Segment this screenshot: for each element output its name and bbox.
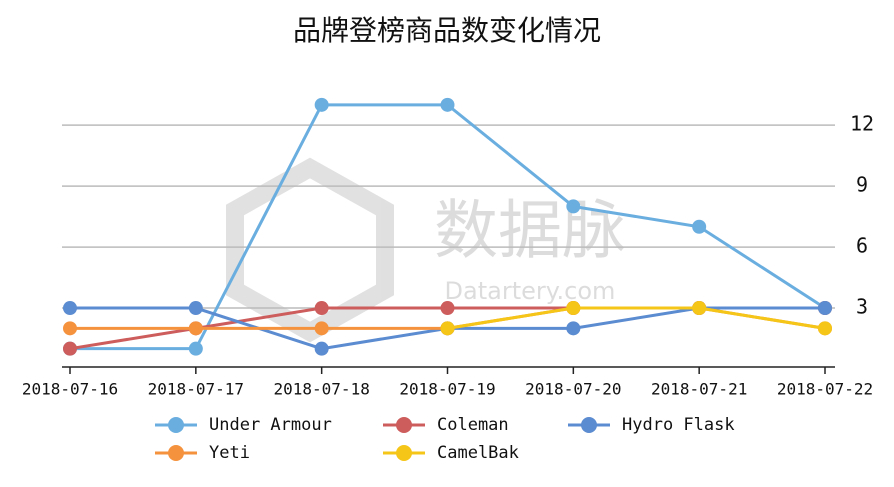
y-tick-label: 6 (856, 234, 868, 258)
x-tick-label: 2018-07-18 (274, 380, 370, 399)
y-tick-label: 12 (850, 112, 874, 136)
watermark-url: Datartery.com (445, 277, 616, 305)
point (314, 97, 329, 112)
watermark-text: 数据脉 (434, 195, 626, 269)
x-tick-label: 2018-07-22 (777, 380, 873, 399)
legend-marker (168, 417, 184, 433)
point (440, 97, 455, 112)
legend-label: Yeti (209, 443, 250, 463)
legend-label: Coleman (437, 415, 509, 435)
legend-label: Under Armour (209, 415, 332, 435)
y-tick-label: 9 (856, 173, 868, 197)
point (566, 301, 581, 316)
legend-label: Hydro Flask (622, 415, 735, 435)
point (314, 321, 329, 336)
x-tick-label: 2018-07-17 (148, 380, 244, 399)
point (440, 321, 455, 336)
point (566, 321, 581, 336)
watermark: 数据脉 Datartery.com (226, 157, 626, 343)
point (692, 219, 707, 234)
point (818, 321, 832, 336)
series-line (447, 306, 826, 330)
legend-marker (581, 417, 597, 433)
x-tick-label: 2018-07-16 (22, 380, 118, 399)
x-tick-label: 2018-07-21 (651, 380, 747, 399)
point (314, 341, 329, 356)
watermark-logo (226, 157, 394, 343)
point (440, 301, 455, 316)
point (818, 301, 832, 316)
x-tick-label: 2018-07-19 (399, 380, 495, 399)
point (188, 301, 203, 316)
legend-marker (396, 445, 412, 461)
x-tick-label: 2018-07-20 (525, 380, 621, 399)
legend-marker (396, 417, 412, 433)
legend-label: CamelBak (437, 443, 519, 463)
point (63, 341, 77, 356)
legend-marker (168, 445, 184, 461)
point (63, 321, 77, 336)
y-tick-label: 3 (856, 295, 868, 319)
point (63, 301, 77, 316)
point (188, 341, 203, 356)
point (188, 321, 203, 336)
point (314, 301, 329, 316)
chart-title: 品牌登榜商品数变化情况 (293, 14, 601, 47)
point (566, 199, 581, 214)
point (692, 301, 707, 316)
